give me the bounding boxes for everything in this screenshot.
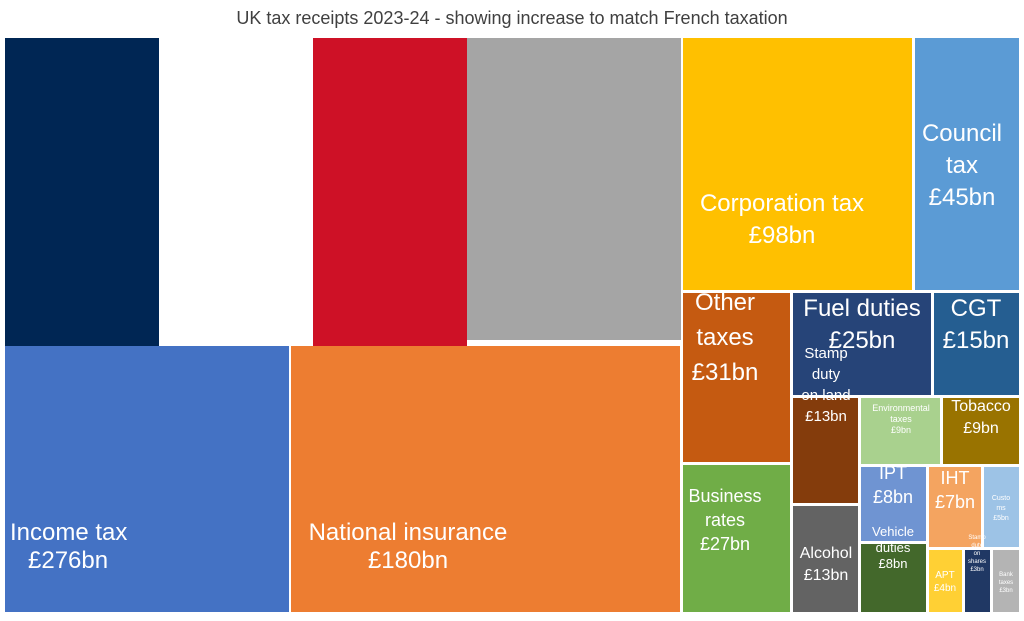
tile-label-business-rates-1: rates <box>705 510 745 530</box>
tile-label-cgt-1: £15bn <box>943 327 1010 354</box>
tile-rect-bank-taxes <box>993 550 1019 612</box>
tile-rect-apt <box>929 550 962 612</box>
tile-label-cgt-0: CGT <box>951 295 1002 322</box>
tile-label-iht-1: £7bn <box>935 492 975 512</box>
tile-label-corporation-tax-0: Corporation tax <box>700 190 864 217</box>
tile-label-income-tax-1: £276bn <box>28 547 108 574</box>
tile-label-bank-taxes-2: £3bn <box>999 588 1012 594</box>
tile-label-fuel-duties-1: £25bn <box>829 327 896 354</box>
tile-label-business-rates-2: £27bn <box>700 534 750 554</box>
tile-label-environmental-taxes-2: £9bn <box>891 425 911 435</box>
tile-label-environmental-taxes-1: taxes <box>890 414 912 424</box>
tile-ipt: IPT £8bn <box>861 463 926 541</box>
flag-white-stripe <box>159 38 313 346</box>
tile-label-other-taxes-1: taxes <box>696 324 753 351</box>
tile-label-apt-0: APT <box>935 570 954 581</box>
tile-rect-vehicle-duties <box>861 544 926 612</box>
tile-label-other-taxes-0: Other <box>695 289 755 316</box>
tile-label-business-rates-0: Business <box>688 486 761 506</box>
tile-label-ipt-1: £8bn <box>873 487 913 507</box>
tile-label-stamp-duty-land-1: duty <box>812 366 841 383</box>
increase-grey-block <box>467 38 681 340</box>
tile-label-stamp-duty-land-0: Stamp <box>804 345 847 362</box>
tile-label-national-insurance-1: £180bn <box>368 547 448 574</box>
tile-label-vehicle-duties-2: £8bn <box>879 556 908 571</box>
tile-label-tobacco-1: £9bn <box>963 420 999 437</box>
tile-label-fuel-duties-0: Fuel duties <box>803 295 920 322</box>
tile-label-council-tax-2: £45bn <box>929 184 996 211</box>
tile-label-stamp-duty-land-2: on land <box>801 387 850 404</box>
tile-label-stamp-duty-shares-2: on <box>974 551 981 557</box>
tile-cgt: CGT £15bn <box>934 293 1019 395</box>
tile-rect-income-tax <box>5 346 289 612</box>
tile-label-stamp-duty-shares-4: £3bn <box>970 567 983 573</box>
chart-title: UK tax receipts 2023-24 - showing increa… <box>236 8 788 28</box>
tile-label-alcohol-0: Alcohol <box>800 545 852 562</box>
tile-label-environmental-taxes-0: Environmental <box>872 403 930 413</box>
tile-label-tobacco-0: Tobacco <box>951 398 1011 415</box>
tile-corporation-tax: Corporation tax £98bn <box>683 38 912 290</box>
tile-label-other-taxes-2: £31bn <box>692 359 759 386</box>
tile-label-stamp-duty-shares-1: duty <box>971 543 982 549</box>
flag-red-stripe <box>313 38 467 346</box>
tile-bank-taxes: Bank taxes £3bn <box>993 550 1019 612</box>
tile-customs: Custo ms £5bn <box>984 467 1019 547</box>
tile-rect-customs <box>984 467 1019 547</box>
tile-label-stamp-duty-land-3: £13bn <box>805 408 847 425</box>
tile-stamp-duty-shares: Stamp duty on shares £3bn <box>965 535 990 612</box>
tile-rect-cgt <box>934 293 1019 395</box>
tile-national-insurance: National insurance£180bn <box>291 346 680 612</box>
tile-label-national-insurance-0: National insurance <box>309 519 508 546</box>
tile-label-bank-taxes-1: taxes <box>999 580 1013 586</box>
tile-apt: APT £4bn <box>929 550 962 612</box>
tile-label-stamp-duty-shares-0: Stamp <box>968 535 986 541</box>
tile-rect-other-taxes <box>683 293 790 462</box>
tile-rect-council-tax <box>915 38 1019 290</box>
tile-label-alcohol-1: £13bn <box>804 567 849 584</box>
tile-label-customs-0: Custo <box>992 495 1010 502</box>
tile-rect-environmental-taxes <box>861 398 940 464</box>
tile-tobacco: Tobacco £9bn <box>943 398 1019 464</box>
tile-stamp-duty-land: Stamp duty on land £13bn <box>793 345 858 503</box>
tile-label-ipt-0: IPT <box>879 463 907 483</box>
tile-label-corporation-tax-1: £98bn <box>749 222 816 249</box>
flag-blue-stripe <box>5 38 159 346</box>
tile-rect-iht <box>929 467 981 547</box>
tile-label-customs-2: £5bn <box>993 515 1009 522</box>
tile-label-apt-1: £4bn <box>934 583 956 594</box>
tile-label-income-tax-0: Income tax <box>10 519 127 546</box>
tile-other-taxes: Other taxes £31bn <box>683 289 790 462</box>
tile-council-tax: Council tax £45bn <box>915 38 1019 290</box>
tile-rect-stamp-duty-land <box>793 398 858 503</box>
tile-label-bank-taxes-0: Bank <box>999 572 1014 578</box>
tile-income-tax: Income tax£276bn <box>5 346 289 612</box>
tile-label-vehicle-duties-0: Vehicle <box>872 524 914 539</box>
tile-fuel-duties: Fuel duties £25bn <box>793 293 931 395</box>
tile-rect-stamp-duty-shares <box>965 550 990 612</box>
tile-label-vehicle-duties-1: duties <box>876 540 911 555</box>
tile-rect-ipt <box>861 467 926 541</box>
tile-alcohol: Alcohol £13bn <box>793 506 858 612</box>
tile-iht: IHT £7bn <box>929 467 981 547</box>
tile-label-customs-1: ms <box>996 505 1006 512</box>
tile-rect-business-rates <box>683 465 790 612</box>
tile-label-iht-0: IHT <box>941 468 970 488</box>
tile-rect-alcohol <box>793 506 858 612</box>
tile-rect-tobacco <box>943 398 1019 464</box>
tile-rect-corporation-tax <box>683 38 912 290</box>
tile-rect-fuel-duties <box>793 293 931 395</box>
tile-business-rates: Business rates £27bn <box>683 465 790 612</box>
french-taxation-overlay <box>5 38 681 346</box>
tile-label-council-tax-1: tax <box>946 152 978 179</box>
tile-label-stamp-duty-shares-3: shares <box>968 559 986 565</box>
tile-label-council-tax-0: Council <box>922 120 1002 147</box>
tile-rect-national-insurance <box>291 346 680 612</box>
